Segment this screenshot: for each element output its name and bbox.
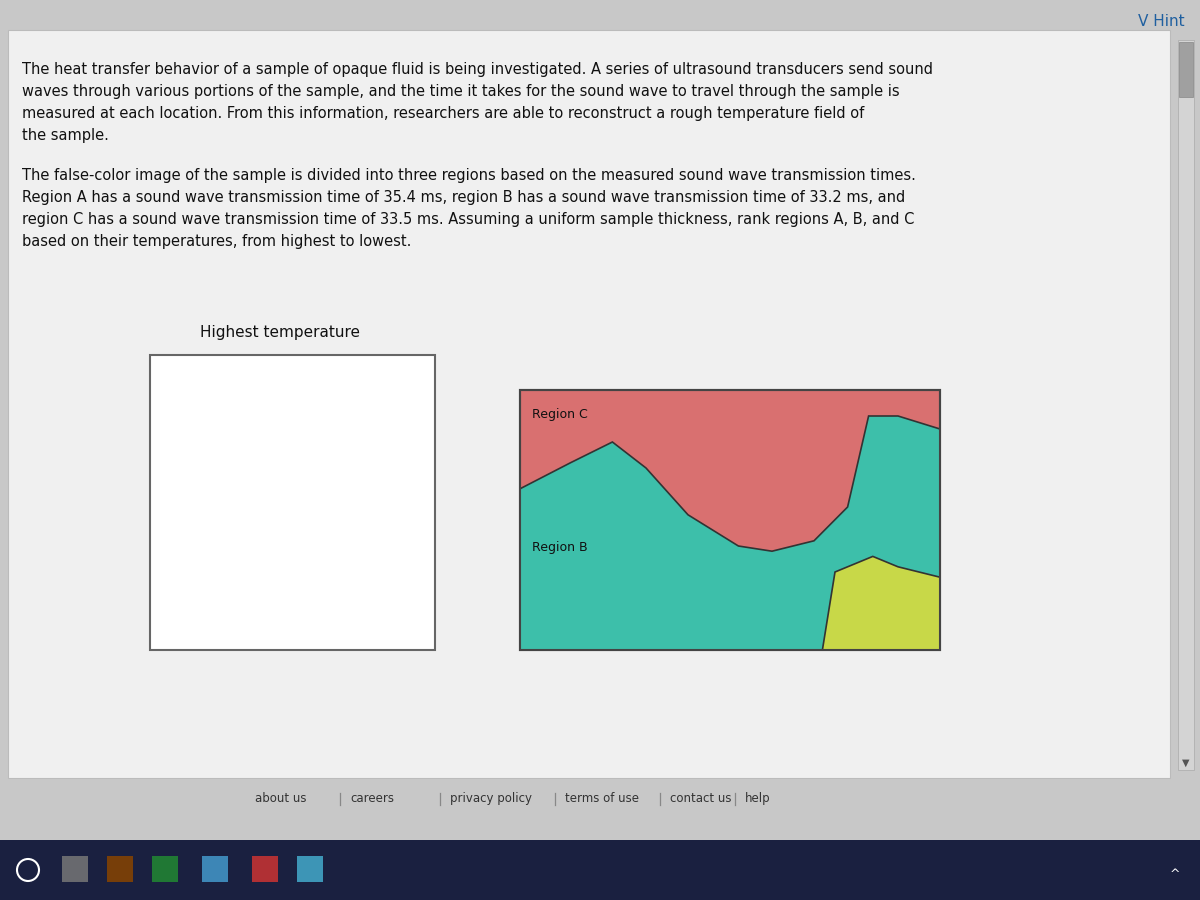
- Polygon shape: [520, 416, 940, 650]
- Text: Region C: Region C: [532, 408, 588, 421]
- FancyBboxPatch shape: [1178, 42, 1193, 97]
- Text: measured at each location. From this information, researchers are able to recons: measured at each location. From this inf…: [22, 106, 864, 121]
- Text: Region A has a sound wave transmission time of 35.4 ms, region B has a sound wav: Region A has a sound wave transmission t…: [22, 190, 905, 205]
- Text: The heat transfer behavior of a sample of opaque fluid is being investigated. A : The heat transfer behavior of a sample o…: [22, 62, 934, 77]
- Text: ^: ^: [1170, 868, 1181, 880]
- Text: the sample.: the sample.: [22, 128, 109, 143]
- Text: contact us: contact us: [670, 792, 732, 805]
- FancyBboxPatch shape: [0, 840, 1200, 900]
- Text: privacy policy: privacy policy: [450, 792, 532, 805]
- Text: region C has a sound wave transmission time of 33.5 ms. Assuming a uniform sampl: region C has a sound wave transmission t…: [22, 212, 914, 227]
- Text: terms of use: terms of use: [565, 792, 640, 805]
- FancyBboxPatch shape: [150, 355, 436, 650]
- Polygon shape: [822, 556, 940, 650]
- Text: The false-color image of the sample is divided into three regions based on the m: The false-color image of the sample is d…: [22, 168, 916, 183]
- Bar: [252, 856, 278, 882]
- Text: ▼: ▼: [1182, 758, 1189, 768]
- Text: help: help: [745, 792, 770, 805]
- Bar: [298, 856, 323, 882]
- Text: waves through various portions of the sample, and the time it takes for the soun: waves through various portions of the sa…: [22, 84, 900, 99]
- FancyBboxPatch shape: [1178, 40, 1194, 770]
- Text: about us: about us: [256, 792, 306, 805]
- FancyBboxPatch shape: [8, 30, 1170, 778]
- Text: Region B: Region B: [532, 541, 588, 554]
- Text: careers: careers: [350, 792, 394, 805]
- Text: Highest temperature: Highest temperature: [200, 325, 360, 340]
- Text: based on their temperatures, from highest to lowest.: based on their temperatures, from highes…: [22, 234, 412, 249]
- Bar: [202, 856, 228, 882]
- Bar: [62, 856, 88, 882]
- Bar: [107, 856, 133, 882]
- Bar: [152, 856, 178, 882]
- FancyBboxPatch shape: [520, 390, 940, 650]
- Text: V Hint: V Hint: [1139, 14, 1186, 29]
